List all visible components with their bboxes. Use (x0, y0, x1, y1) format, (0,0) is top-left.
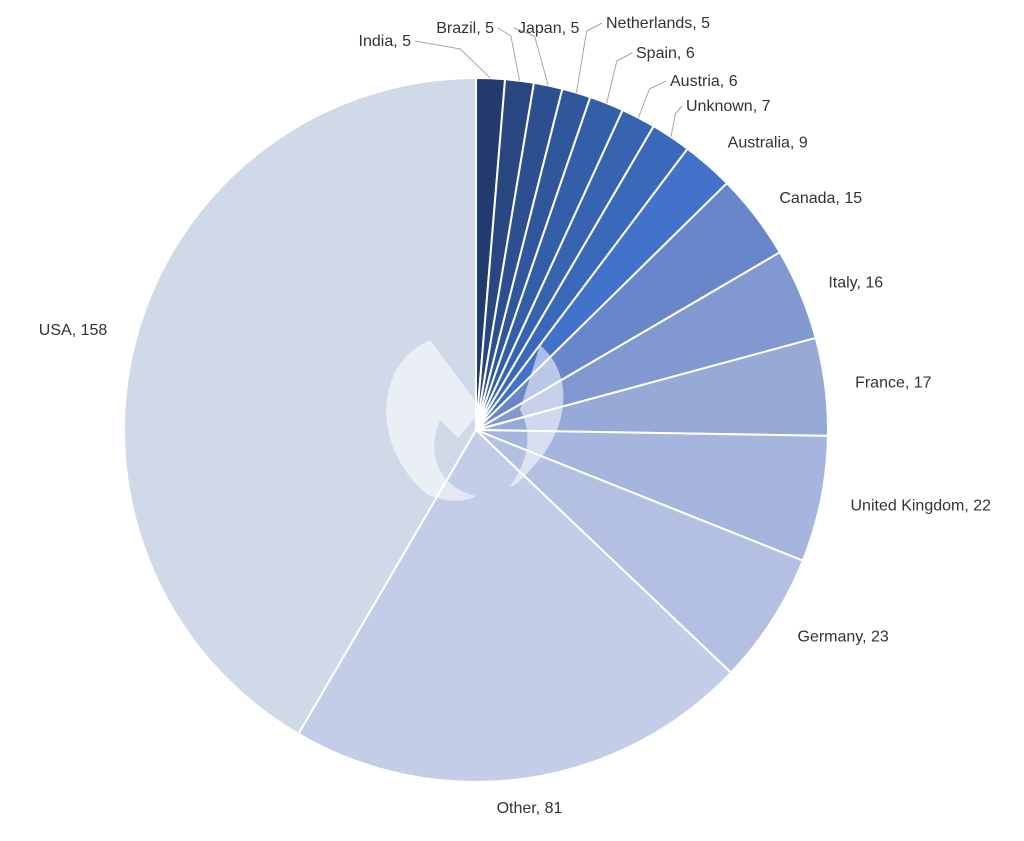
slice-other (296, 428, 733, 783)
pie-slices (123, 76, 829, 783)
leader-line-unknown (670, 105, 683, 138)
data-label-usa: USA, 158 (39, 322, 108, 339)
data-labels: India, 5 Brazil, 5 Japan, 5 Netherlands, 5 S… (39, 15, 991, 817)
leader-line-india (414, 40, 491, 79)
data-label-italy: Italy, 16 (828, 274, 883, 291)
data-label-other: Other, 81 (497, 800, 563, 817)
slice-germany (475, 429, 805, 675)
data-label-japan: Japan, 5 (518, 20, 579, 37)
data-label-netherlands: Netherlands, 5 (606, 15, 710, 32)
data-label-france: France, 17 (855, 375, 932, 392)
data-label-brazil: Brazil, 5 (436, 20, 494, 37)
slice-usa (123, 76, 477, 736)
data-label-germany: Germany, 23 (798, 628, 889, 645)
data-label-canada: Canada, 15 (779, 190, 862, 207)
data-label-australia: Australia, 9 (728, 135, 808, 152)
watermark-logo (386, 340, 564, 501)
data-label-austria: Austria, 6 (670, 73, 738, 90)
leader-line-austria (637, 80, 667, 118)
data-label-united-kingdom: United Kingdom, 22 (851, 497, 992, 514)
data-label-spain: Spain, 6 (636, 45, 695, 62)
leader-line-brazil (497, 27, 521, 81)
leader-line-japan (513, 27, 549, 86)
leader-line-spain (606, 52, 633, 104)
data-label-india: India, 5 (359, 33, 412, 50)
leader-line-netherlands (575, 22, 603, 93)
slice-united-kingdom (475, 429, 829, 562)
data-label-unknown: Unknown, 7 (686, 98, 771, 115)
leader-lines (414, 22, 683, 138)
